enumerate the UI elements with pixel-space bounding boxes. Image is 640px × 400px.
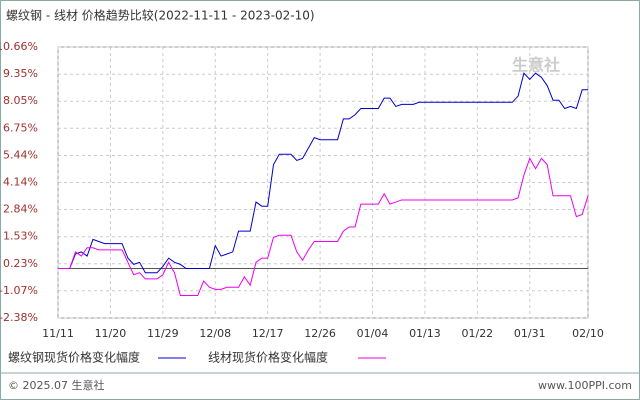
x-tick-label: 01/04 [357,327,389,340]
y-tick-label: 9.35% [3,67,38,80]
footer-right: www.100PPI.com [538,379,632,392]
y-tick-label: 5.44% [3,148,38,161]
x-tick-label: 12/17 [252,327,284,340]
x-tick-label: 12/08 [199,327,231,340]
y-tick-label: 4.14% [3,176,38,189]
legend-label: 螺纹钢现货价格变化幅度 [8,350,140,365]
chart-title: 螺纹钢 - 线材 价格趋势比较(2022-11-11 - 2023-02-10) [6,8,315,23]
legend-label: 线材现货价格变化幅度 [208,350,328,365]
y-tick-label: -1.07% [0,284,38,297]
x-tick-label: 11/20 [95,327,127,340]
y-tick-label: 6.75% [3,121,38,134]
x-tick-label: 11/29 [147,327,179,340]
footer-left: © 2025.07 生意社 [8,378,104,392]
series-line [58,72,588,274]
y-tick-label: 10.66% [0,40,38,53]
x-tick-label: 01/22 [461,327,493,340]
y-tick-label: 0.23% [3,257,38,270]
x-tick-label: 01/31 [514,327,546,340]
x-tick-label: 11/11 [42,327,74,340]
y-tick-label: 8.05% [3,94,38,107]
series-line [58,157,589,297]
y-tick-label: -2.38% [0,311,38,324]
x-tick-label: 02/10 [572,327,604,340]
y-tick-label: 2.84% [3,203,38,216]
watermark: 生意社 [512,56,560,75]
x-tick-label: 12/26 [304,327,336,340]
y-tick-label: 1.53% [3,230,38,243]
x-tick-label: 01/13 [409,327,441,340]
